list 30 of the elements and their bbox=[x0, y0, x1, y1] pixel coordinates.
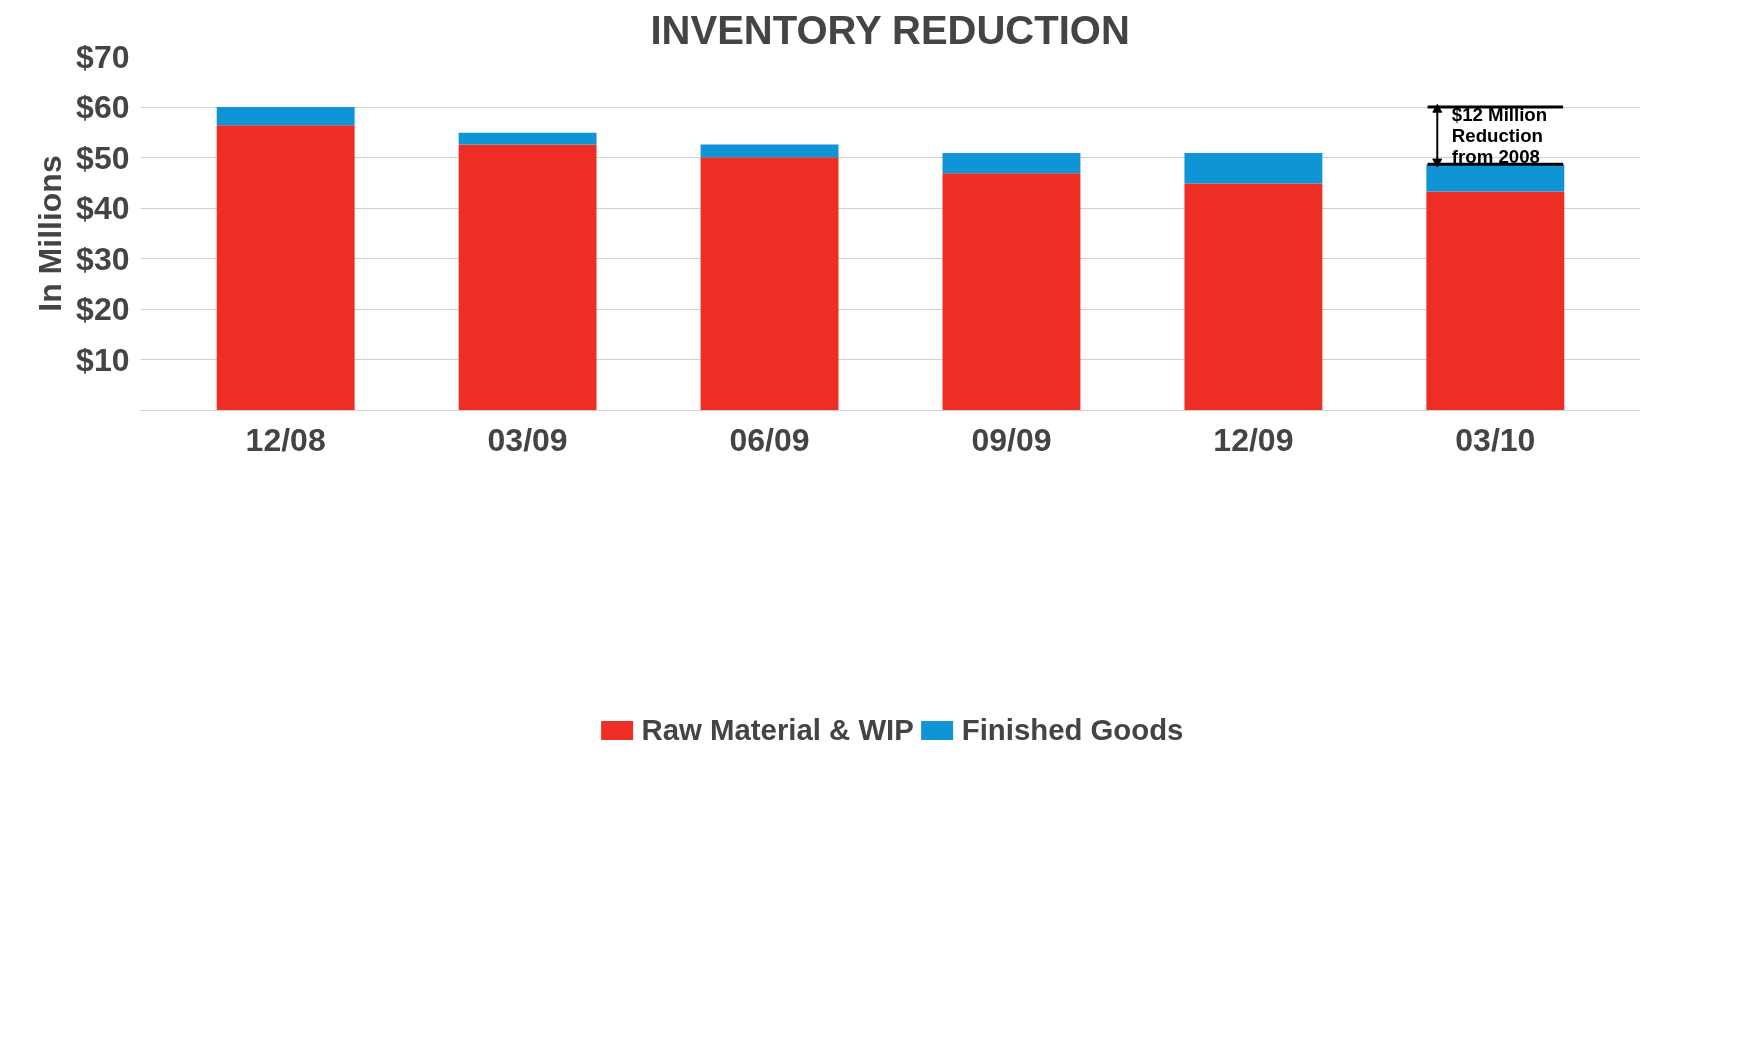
bar bbox=[216, 107, 355, 126]
bar bbox=[942, 153, 1081, 174]
y-tick-label: $20 bbox=[76, 291, 130, 328]
y-tick-label: $40 bbox=[76, 190, 130, 227]
bar bbox=[1184, 153, 1323, 184]
bar bbox=[942, 173, 1081, 411]
x-tick-label: 12/08 bbox=[245, 421, 326, 458]
bar bbox=[458, 132, 597, 145]
legend-label: Finished Goods bbox=[961, 713, 1184, 747]
bar bbox=[700, 157, 839, 411]
x-tick-label: 09/09 bbox=[971, 421, 1052, 458]
bar bbox=[1426, 164, 1565, 192]
x-tick-label: 12/09 bbox=[1213, 421, 1294, 458]
y-tick-label: $10 bbox=[76, 341, 130, 378]
x-tick-label: 06/09 bbox=[729, 421, 810, 458]
x-tick-label: 03/10 bbox=[1455, 421, 1536, 458]
bar bbox=[700, 144, 839, 158]
bar bbox=[1184, 183, 1323, 411]
y-axis-title: In Millions bbox=[32, 155, 69, 312]
bar bbox=[1426, 191, 1565, 411]
y-tick-label: $50 bbox=[76, 139, 130, 176]
legend-label: Raw Material & WIP bbox=[641, 713, 914, 747]
x-tick-label: 03/09 bbox=[487, 421, 568, 458]
y-tick-label: $60 bbox=[76, 89, 130, 126]
y-tick-label: $30 bbox=[76, 240, 130, 277]
bar bbox=[458, 144, 597, 411]
bar bbox=[216, 125, 355, 411]
chart-title: INVENTORY REDUCTION bbox=[650, 7, 1130, 52]
annotation: $12 Million Reduction from 2008 bbox=[1451, 104, 1548, 168]
y-tick-label: $70 bbox=[76, 38, 130, 75]
